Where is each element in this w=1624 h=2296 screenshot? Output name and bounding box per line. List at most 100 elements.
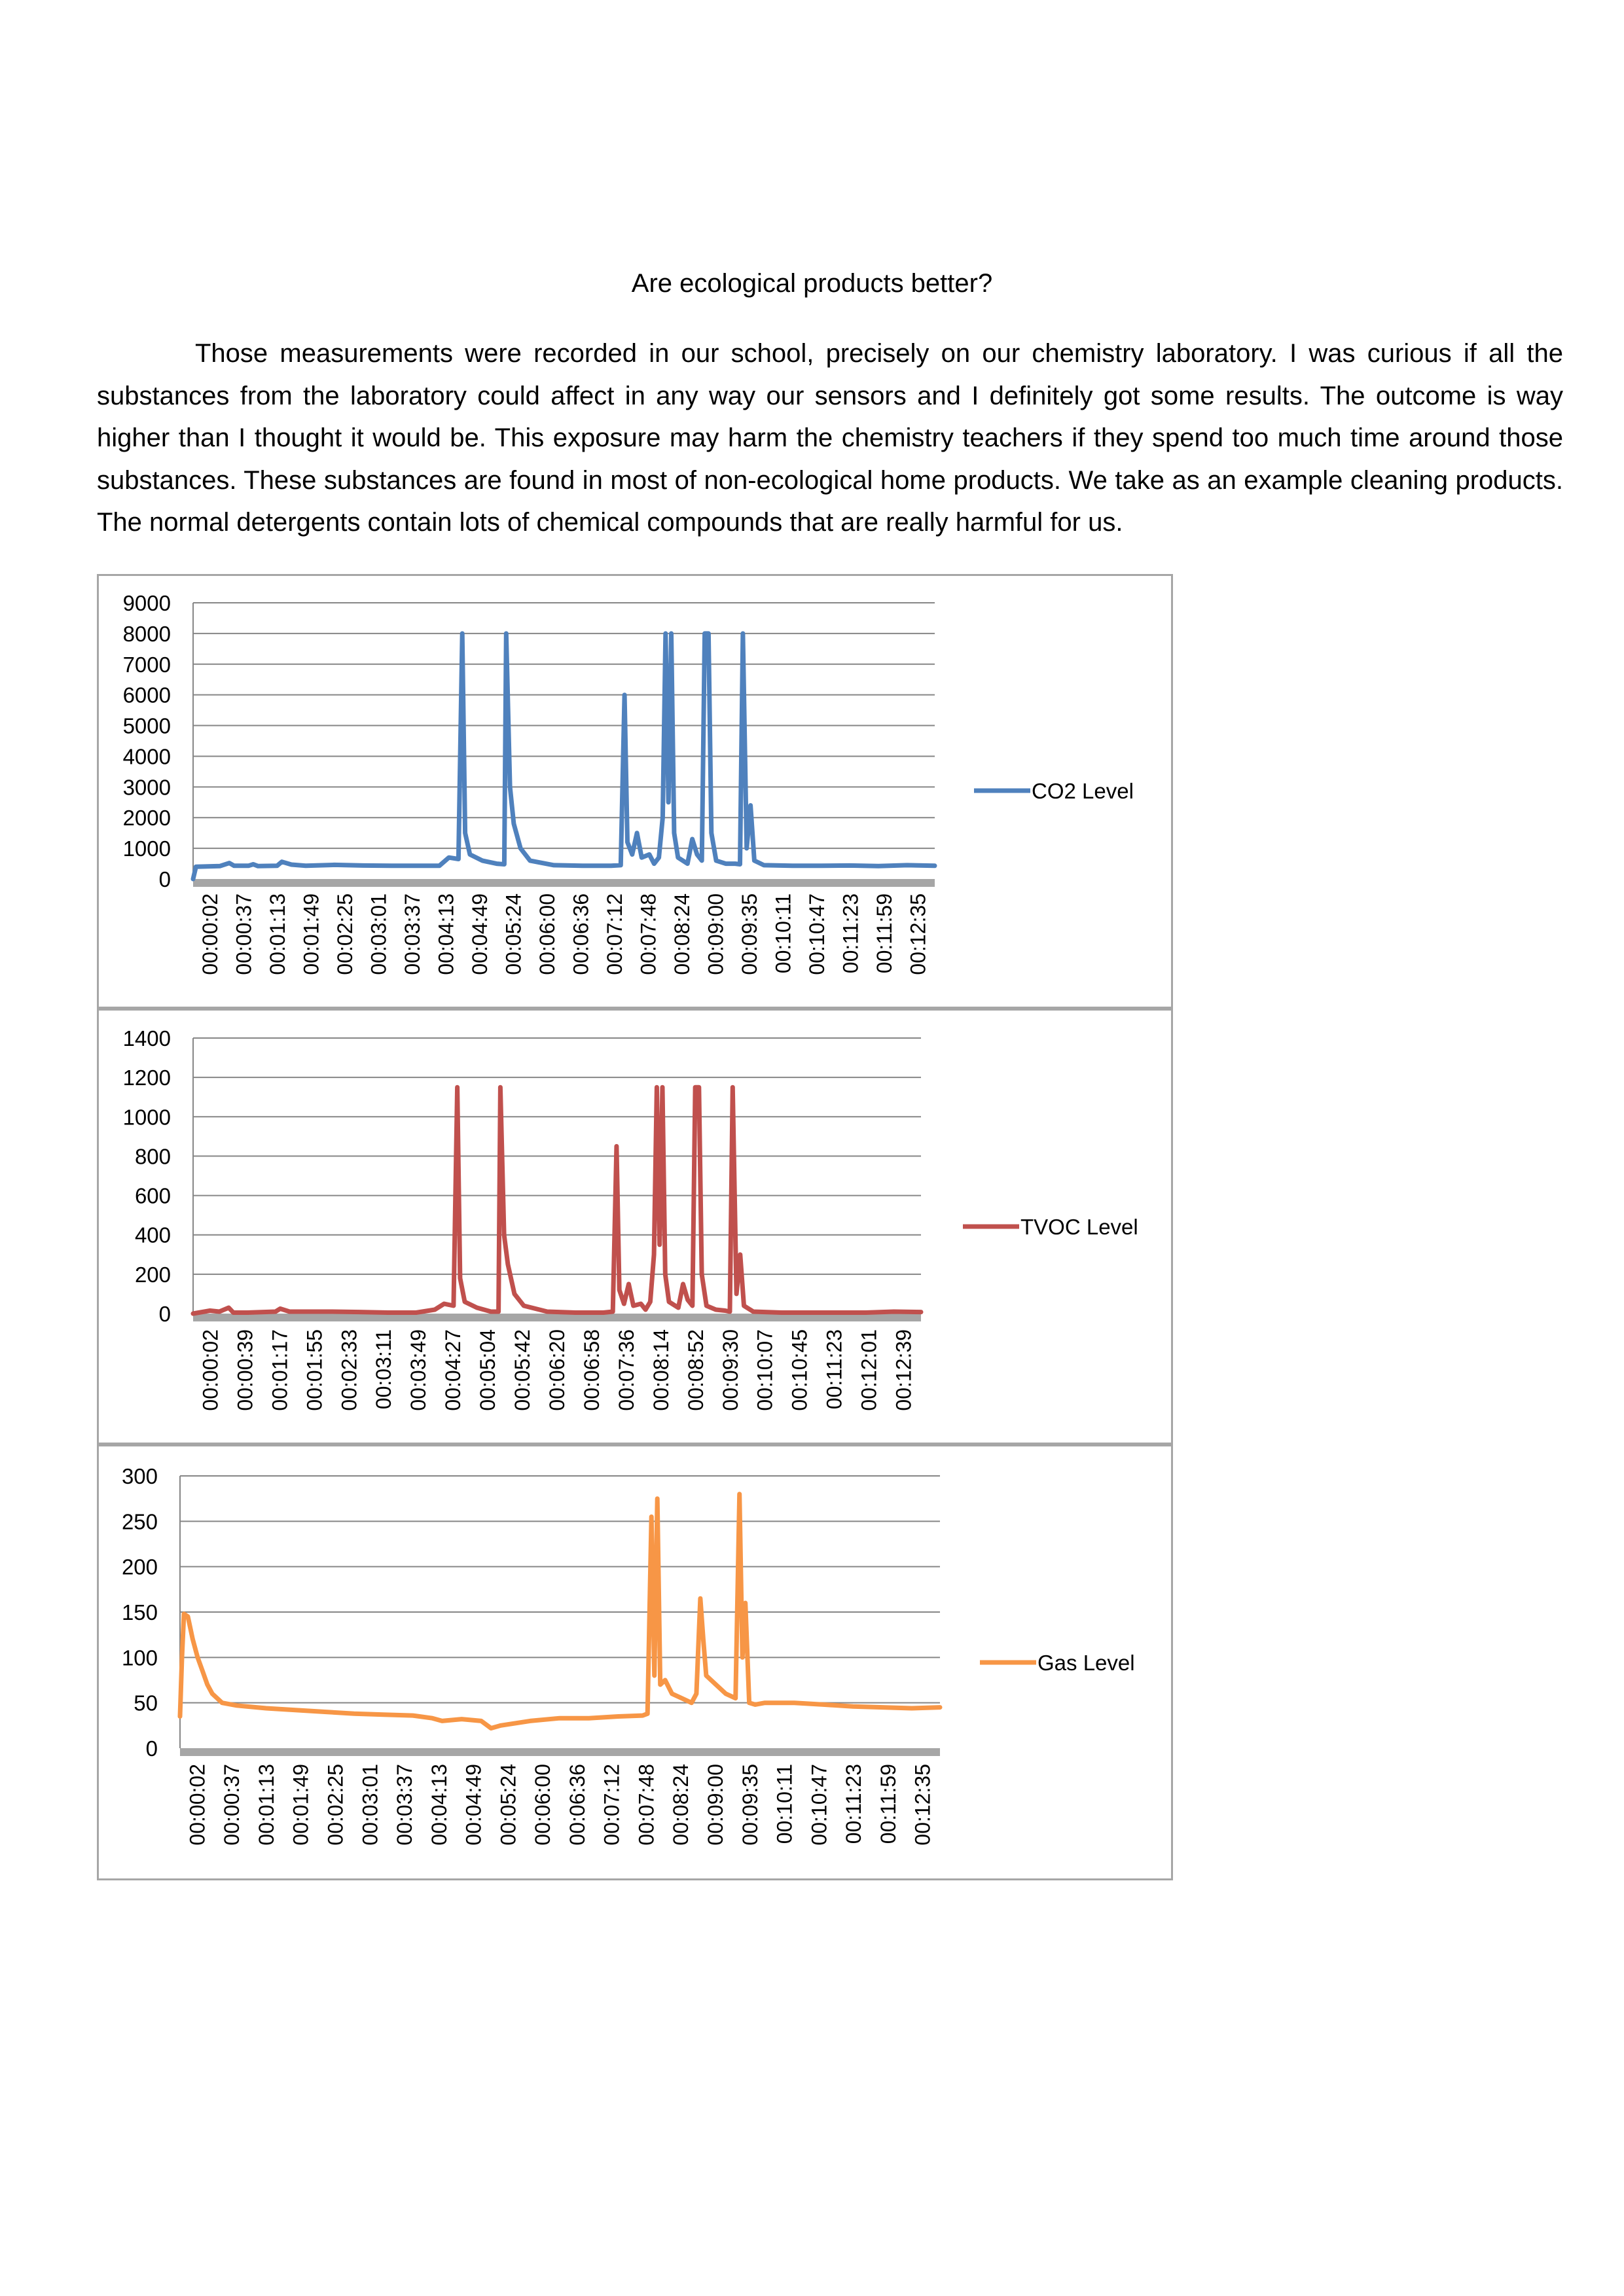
x-tick-label: 00:00:02 xyxy=(198,1329,222,1411)
x-tick-label: 00:11:23 xyxy=(823,1329,846,1409)
x-tick-label: 00:06:00 xyxy=(531,1764,554,1846)
y-tick-label: 1200 xyxy=(123,1066,171,1090)
x-tick-label: 00:11:23 xyxy=(839,893,862,973)
x-tick-label: 00:01:17 xyxy=(268,1329,291,1411)
x-tick-label: 00:02:25 xyxy=(333,893,357,975)
x-tick-label: 00:03:37 xyxy=(401,893,424,975)
x-tick-label: 00:02:33 xyxy=(337,1329,361,1411)
x-tick-label: 00:08:52 xyxy=(684,1329,708,1411)
y-tick-label: 1000 xyxy=(123,836,171,861)
x-tick-label: 00:08:14 xyxy=(649,1329,673,1411)
y-tick-label: 0 xyxy=(159,867,171,891)
y-tick-label: 150 xyxy=(122,1600,158,1624)
x-tick-label: 00:01:13 xyxy=(255,1764,278,1846)
x-tick-label: 00:03:01 xyxy=(367,893,390,975)
x-tick-label: 00:09:35 xyxy=(738,1764,762,1846)
x-tick-label: 00:06:00 xyxy=(535,893,559,975)
y-tick-label: 5000 xyxy=(123,714,171,738)
x-tick-label: 00:01:13 xyxy=(266,893,289,975)
x-tick-label: 00:11:59 xyxy=(873,893,896,973)
x-tick-label: 00:10:47 xyxy=(805,893,829,975)
legend-label: Gas Level xyxy=(1038,1651,1135,1675)
x-tick-label: 00:00:02 xyxy=(185,1764,209,1846)
x-tick-label: 00:06:20 xyxy=(545,1329,569,1411)
x-tick-label: 00:04:49 xyxy=(462,1764,486,1846)
y-tick-label: 3000 xyxy=(123,775,171,799)
x-tick-label: 00:03:11 xyxy=(372,1329,395,1409)
x-tick-label: 00:00:02 xyxy=(198,893,222,975)
x-tick-label: 00:05:24 xyxy=(496,1764,520,1846)
x-tick-label: 00:10:07 xyxy=(753,1329,777,1411)
x-tick-label: 00:10:11 xyxy=(773,1764,797,1844)
x-tick-label: 00:04:13 xyxy=(434,893,458,975)
y-tick-label: 400 xyxy=(135,1223,171,1247)
x-tick-label: 00:12:39 xyxy=(892,1329,916,1411)
x-tick-label: 00:09:30 xyxy=(719,1329,742,1411)
x-tick-label: 00:06:36 xyxy=(566,1764,589,1846)
series-line xyxy=(190,1085,924,1316)
x-tick-label: 00:00:37 xyxy=(232,893,255,975)
y-tick-label: 8000 xyxy=(123,622,171,646)
y-tick-label: 4000 xyxy=(123,744,171,768)
x-tick-label: 00:06:58 xyxy=(580,1329,604,1411)
x-tick-label: 00:06:36 xyxy=(569,893,592,975)
x-tick-label: 00:04:49 xyxy=(468,893,492,975)
gas-chart: 0 50 100 150 200 250 300 00:00:02 00:00:37 00:01:… xyxy=(97,1444,1173,1880)
y-tick-label: 800 xyxy=(135,1144,171,1168)
x-tick-label: 00:05:24 xyxy=(501,893,525,975)
x-tick-label: 00:11:23 xyxy=(842,1764,865,1844)
x-tick-label: 00:03:37 xyxy=(393,1764,416,1846)
x-tick-label: 00:00:37 xyxy=(220,1764,244,1846)
x-tick-label: 00:07:12 xyxy=(603,893,626,975)
co2-chart: 0 1000 2000 3000 4000 5000 6000 7000 8000 9000 00:… xyxy=(97,574,1173,1009)
x-axis xyxy=(180,1748,940,1756)
series-line xyxy=(190,631,937,882)
gas-chart-svg: 0 50 100 150 200 250 300 00:00:02 00:00:37 00:01:… xyxy=(122,1464,1135,1846)
x-tick-label: 00:07:36 xyxy=(615,1329,638,1411)
document-body-paragraph: Those measurements were recorded in our … xyxy=(97,339,1563,537)
x-tick-label: 00:08:24 xyxy=(670,893,694,975)
x-tick-label: 00:09:00 xyxy=(704,893,727,975)
y-tick-label: 0 xyxy=(146,1736,158,1761)
x-tick-label: 00:08:24 xyxy=(669,1764,693,1846)
x-tick-label: 00:05:04 xyxy=(476,1329,499,1411)
x-tick-label: 00:07:48 xyxy=(634,1764,658,1846)
x-tick-label: 00:05:42 xyxy=(511,1329,534,1411)
y-tick-label: 1400 xyxy=(123,1026,171,1050)
x-tick-label: 00:03:01 xyxy=(358,1764,382,1846)
x-tick-label: 00:10:47 xyxy=(807,1764,831,1846)
x-tick-label: 00:00:39 xyxy=(233,1329,257,1411)
x-tick-label: 00:07:12 xyxy=(600,1764,624,1846)
x-tick-label: 00:07:48 xyxy=(636,893,660,975)
y-tick-label: 2000 xyxy=(123,806,171,830)
x-tick-label: 00:09:00 xyxy=(704,1764,727,1846)
x-tick-label: 00:01:49 xyxy=(289,1764,313,1846)
x-tick-label: 00:12:35 xyxy=(911,1764,935,1846)
tvoc-chart: 0 200 400 600 800 1000 1200 1400 00:00:02 00:00:3… xyxy=(97,1009,1173,1444)
y-tick-label: 300 xyxy=(122,1464,158,1488)
x-axis xyxy=(193,1314,921,1321)
x-tick-label: 00:10:45 xyxy=(788,1329,812,1411)
x-tick-label: 00:04:27 xyxy=(441,1329,465,1411)
x-tick-label: 00:12:35 xyxy=(906,893,929,975)
x-tick-label: 00:04:13 xyxy=(427,1764,451,1846)
document-title: Are ecological products better? xyxy=(631,269,993,298)
x-tick-label: 00:09:35 xyxy=(738,893,761,975)
legend-label: TVOC Level xyxy=(1020,1215,1138,1239)
y-tick-label: 50 xyxy=(134,1691,158,1715)
y-tick-label: 200 xyxy=(135,1263,171,1287)
y-tick-label: 6000 xyxy=(123,683,171,708)
x-tick-label: 00:02:25 xyxy=(323,1764,347,1846)
tvoc-chart-svg: 0 200 400 600 800 1000 1200 1400 00:00:02 00:00:3… xyxy=(123,1026,1138,1411)
series-line xyxy=(177,1492,943,1731)
x-tick-label: 00:12:01 xyxy=(857,1329,881,1411)
co2-chart-svg: 0 1000 2000 3000 4000 5000 6000 7000 8000 9000 00:… xyxy=(123,591,1134,975)
legend-label: CO2 Level xyxy=(1032,779,1134,803)
y-tick-label: 0 xyxy=(159,1302,171,1326)
y-tick-label: 100 xyxy=(122,1645,158,1670)
x-tick-label: 00:10:11 xyxy=(771,893,795,973)
y-tick-label: 600 xyxy=(135,1184,171,1208)
y-tick-label: 7000 xyxy=(123,653,171,677)
x-tick-label: 00:01:49 xyxy=(299,893,323,975)
y-tick-label: 9000 xyxy=(123,591,171,615)
